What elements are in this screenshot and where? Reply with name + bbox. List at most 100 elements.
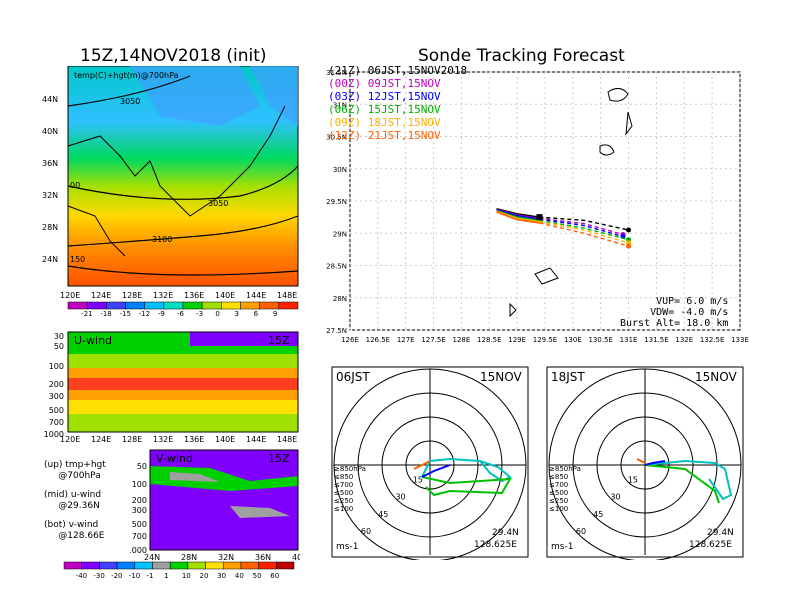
- colorbar-tick: 50: [253, 572, 262, 580]
- vwind-lat-tick: 32N: [218, 553, 234, 562]
- colorbar-swatch: [125, 301, 145, 310]
- colorbar-tick: -30: [93, 572, 104, 580]
- hodo-rings: 15 30 45 60: [333, 368, 527, 560]
- colorbar-swatch: [106, 301, 126, 310]
- hodo-lat: 29.4N: [492, 528, 519, 538]
- colorbar-swatch: [221, 301, 241, 310]
- track-descent-line: [539, 216, 629, 231]
- colorbar-tick: 1: [164, 572, 168, 580]
- track-ascent-line: [496, 207, 540, 218]
- map-label: temp(C)+hgt(m)@700hPa: [74, 71, 179, 80]
- landing-point: [626, 227, 632, 233]
- colorbar-swatch: [187, 561, 206, 570]
- colorbar-swatch: [258, 561, 277, 570]
- colorbar-swatch: [81, 561, 100, 570]
- uwind-p-tick: 1000: [44, 430, 64, 439]
- track-descent-line: [539, 222, 629, 247]
- key-entry: (09Z) 18JST,15NOV: [328, 116, 441, 129]
- y-tick-label: 29.5N: [326, 198, 347, 206]
- colorbar-tick: -10: [129, 572, 140, 580]
- uwind-lon-tick: 128E: [122, 435, 142, 444]
- x-tick-label: 128E: [453, 336, 471, 344]
- contour-label: 3100: [152, 235, 172, 244]
- hodo-level-label: ≥850hPa: [549, 465, 581, 473]
- uwind-p-tick: 100: [49, 362, 64, 371]
- colorbar-swatch: [278, 301, 299, 310]
- map-lon-tick: 140E: [215, 291, 235, 300]
- uwind-p-tick: 500: [49, 406, 64, 415]
- colorbar-tick: -21: [81, 310, 92, 316]
- hodo-level-label: ≤700: [549, 481, 568, 489]
- side-notes: (up) tmp+hgt @700hPa (mid) u-wind @29.36…: [44, 460, 106, 542]
- colorbar-swatch: [201, 301, 222, 310]
- y-tick-label: 28N: [333, 295, 347, 303]
- x-tick-label: 131.5E: [644, 336, 668, 344]
- colorbar-swatch: [67, 301, 88, 310]
- colorbar-swatch: [144, 301, 165, 310]
- colorbar-swatch: [152, 561, 171, 570]
- vwind-lat-tick: 28N: [181, 553, 197, 562]
- x-tick-label: 130E: [564, 336, 582, 344]
- hodo-ring-label: 60: [361, 527, 371, 536]
- vwind-p-tick: 700: [132, 532, 147, 541]
- map-colorbar: -21 -18 -15 -12 -9 -6 -3 0 3 6 9: [67, 301, 299, 316]
- hodo-level-label: ≤500: [549, 489, 568, 497]
- colorbar-tick: 20: [200, 572, 209, 580]
- uwind-time: 15Z: [268, 334, 290, 347]
- hodo-ring-label: 30: [395, 493, 405, 502]
- burst-point: [536, 214, 543, 221]
- key-entry: (12Z) 21JST,15NOV: [328, 129, 441, 142]
- vwind-lat-tick: 24N: [144, 553, 160, 562]
- right-title: Sonde Tracking Forecast: [418, 46, 625, 66]
- hodo-level-label: ≤250: [549, 497, 568, 505]
- track-chart: 126E 126.5E 127E 127.5E 128E 128.5E 129E 129.5E…: [326, 69, 749, 344]
- map-lon-tick: 136E: [184, 291, 204, 300]
- hodo-unit: ms-1: [336, 542, 358, 552]
- uwind-p-tick: 30: [54, 332, 64, 341]
- hodo-unit: ms-1: [551, 542, 573, 552]
- hodo-lat: 29.4N: [707, 528, 734, 538]
- note-mid: (mid) u-wind: [44, 490, 102, 500]
- vwind-p-tick: 500: [132, 520, 147, 529]
- y-tick-label: 28.5N: [326, 263, 347, 271]
- x-tick-label: 129.5E: [533, 336, 557, 344]
- colorbar-tick: -6: [177, 310, 185, 316]
- x-tick-label: 127.5E: [421, 336, 445, 344]
- hodo-levels: ≥850hPa≤850≤700≤500≤250≤100: [334, 465, 366, 513]
- colorbar-tick: -9: [158, 310, 165, 316]
- colorbar-swatch: [205, 561, 224, 570]
- map-lat-tick: 32N: [42, 191, 58, 200]
- colorbar-tick: -15: [120, 310, 131, 316]
- uwind-label: U-wind: [74, 334, 112, 347]
- y-tick-label: 30.5N: [326, 134, 347, 142]
- note-up: (up) tmp+hgt: [44, 460, 106, 470]
- map-lat-axis: 44N 40N 36N 32N 28N 24N: [42, 95, 58, 264]
- hodo-ring-label: 45: [378, 510, 388, 519]
- colorbar-swatch: [99, 561, 118, 570]
- colorbar-tick: -3: [196, 310, 203, 316]
- hodo-time: 18JST: [551, 370, 585, 384]
- vwind-lat-axis: 24N 28N 32N 36N 40N: [144, 553, 300, 562]
- map-lon-axis: 120E 124E 128E 132E 136E 140E 144E 148E: [60, 291, 297, 300]
- note-bot: (bot) v-wind: [44, 520, 99, 530]
- vwind-p-tick: 100: [132, 480, 147, 489]
- key-entry: (21Z) 06JST,15NOV2018: [328, 64, 468, 77]
- uwind-lon-tick: 132E: [153, 435, 173, 444]
- vwind-p-tick: 200: [132, 496, 147, 505]
- colorbar-swatch: [116, 561, 136, 570]
- uwind-pressure-axis: 3050 100 200 300 500 700 1000: [44, 332, 64, 439]
- map-lon-tick: 124E: [91, 291, 111, 300]
- x-tick-label: 132E: [675, 336, 693, 344]
- colorbar-swatch: [134, 561, 153, 570]
- key-entry: (06Z) 15JST,15NOV: [328, 103, 441, 116]
- note-bot2: @128.66E: [44, 531, 105, 541]
- map-lon-tick: 120E: [60, 291, 80, 300]
- x-tick-label: 128.5E: [477, 336, 501, 344]
- uwind-p-tick: 50: [54, 342, 64, 351]
- vwind-lat-tick: 40N: [292, 553, 300, 562]
- contour-label: 00: [70, 181, 80, 190]
- key-entry: (03Z) 12JST,15NOV: [328, 90, 441, 103]
- map-lat-tick: 36N: [42, 159, 58, 168]
- vup: VUP= 6.0 m/s: [656, 296, 729, 307]
